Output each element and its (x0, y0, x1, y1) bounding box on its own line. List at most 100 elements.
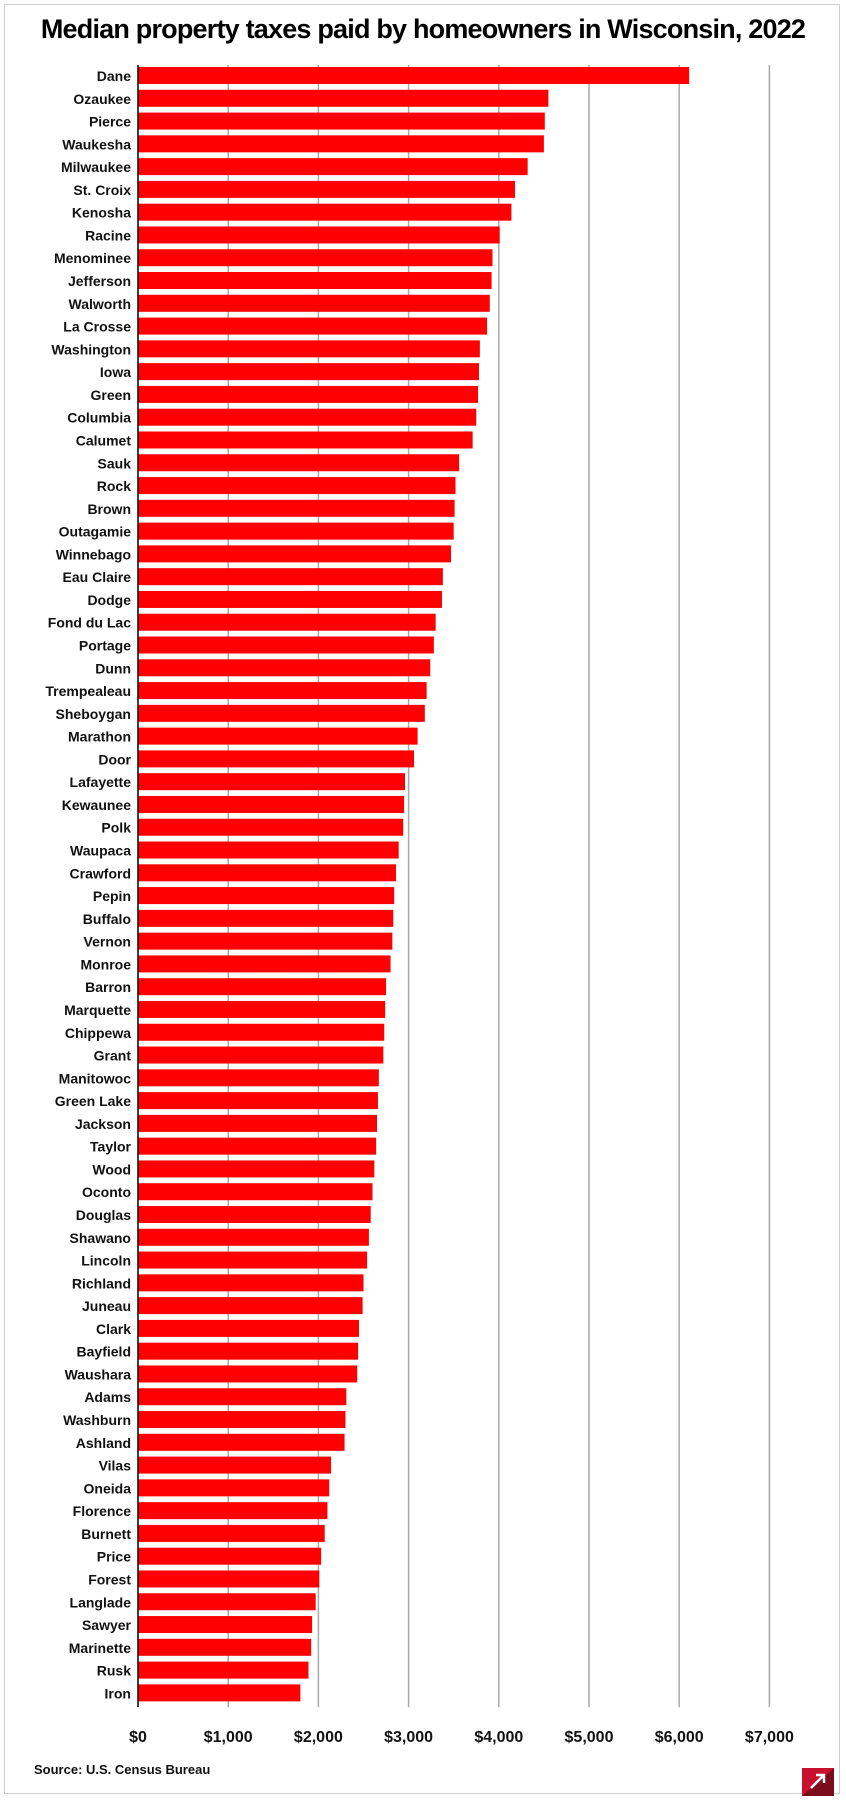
category-label: Barron (85, 979, 131, 995)
category-label: Brown (87, 501, 131, 517)
bar (138, 932, 393, 950)
category-label: Sheboygan (56, 706, 131, 722)
category-label: Marinette (69, 1640, 131, 1656)
publisher-logo-icon (802, 1768, 834, 1796)
x-tick-label: $2,000 (294, 1729, 343, 1746)
bar (138, 1183, 373, 1201)
category-label: Green Lake (55, 1093, 131, 1109)
bar (138, 841, 399, 859)
bar (138, 158, 528, 176)
category-label: Dane (97, 68, 131, 84)
bar (138, 249, 493, 267)
category-label: Lafayette (70, 774, 132, 790)
bar (138, 1638, 312, 1656)
category-label: Kenosha (72, 205, 131, 221)
bar (138, 408, 477, 426)
category-label: Crawford (70, 865, 131, 881)
bar (138, 385, 479, 403)
bar (138, 135, 544, 153)
bar (138, 1069, 379, 1087)
bar (138, 613, 436, 631)
bar (138, 1046, 384, 1064)
category-label: Douglas (76, 1207, 131, 1223)
bar (138, 1570, 320, 1588)
category-label: Clark (96, 1321, 131, 1337)
category-label: Waukesha (62, 136, 131, 152)
category-label: Forest (88, 1571, 131, 1587)
bar (138, 1000, 386, 1018)
category-label: Marquette (64, 1002, 131, 1018)
bar (138, 795, 405, 813)
category-label: Washington (51, 341, 131, 357)
category-label: Iowa (100, 364, 131, 380)
category-label: Polk (101, 820, 131, 836)
category-label: Richland (72, 1275, 131, 1291)
bar (138, 1502, 328, 1520)
bar (138, 568, 443, 586)
category-label: Eau Claire (63, 569, 132, 585)
bar (138, 1524, 325, 1542)
x-tick-label: $7,000 (745, 1729, 794, 1746)
bar (138, 773, 405, 791)
bar (138, 1251, 368, 1269)
category-label: Vilas (99, 1458, 132, 1474)
category-label: La Crosse (63, 319, 131, 335)
category-label: Chippewa (65, 1025, 131, 1041)
category-label: Sawyer (82, 1617, 132, 1633)
bar (138, 1274, 364, 1292)
category-label: Rusk (97, 1663, 131, 1679)
bar (138, 203, 512, 221)
category-label: Washburn (63, 1412, 131, 1428)
bar (138, 1661, 309, 1679)
category-label: Portage (79, 638, 131, 654)
category-label: Wood (92, 1161, 131, 1177)
bar (138, 363, 479, 381)
bar (138, 340, 480, 358)
bar (138, 818, 404, 836)
category-label: Jackson (75, 1116, 131, 1132)
bar (138, 1114, 378, 1132)
bar (138, 522, 454, 540)
bar (138, 1319, 359, 1337)
category-label: Racine (85, 227, 131, 243)
bar (138, 1365, 358, 1383)
category-label: Ashland (76, 1435, 131, 1451)
bar (138, 1092, 378, 1110)
category-label: Walworth (69, 296, 131, 312)
category-label: Vernon (84, 934, 131, 950)
category-label: Ozaukee (73, 91, 131, 107)
bar (138, 226, 500, 244)
bar (138, 180, 516, 198)
bar (138, 1388, 347, 1406)
x-tick-label: $6,000 (655, 1729, 704, 1746)
bar (138, 1411, 346, 1429)
bar (138, 1228, 369, 1246)
bar (138, 704, 425, 722)
category-label: Oneida (84, 1480, 132, 1496)
category-label: Oconto (82, 1184, 131, 1200)
bar (138, 112, 545, 130)
source-note: Source: U.S. Census Bureau (34, 1762, 211, 1777)
category-label: Langlade (70, 1594, 132, 1610)
category-label: Burnett (81, 1526, 131, 1542)
x-tick-label: $1,000 (204, 1729, 253, 1746)
category-label: Florence (73, 1503, 132, 1519)
category-label: Outagamie (59, 524, 132, 540)
bar (138, 955, 391, 973)
bar (138, 750, 415, 768)
category-label: Buffalo (83, 911, 131, 927)
category-label: Milwaukee (61, 159, 131, 175)
bar (138, 1479, 330, 1497)
bar (138, 1456, 332, 1474)
bar (138, 1547, 322, 1565)
category-label: Pierce (89, 114, 131, 130)
bar (138, 272, 492, 290)
category-label: Dodge (87, 592, 131, 608)
category-label: Shawano (70, 1230, 131, 1246)
category-label: Columbia (67, 410, 131, 426)
category-label: Rock (97, 478, 131, 494)
category-label: Winnebago (56, 546, 131, 562)
bar (138, 682, 427, 700)
bar (138, 317, 488, 335)
